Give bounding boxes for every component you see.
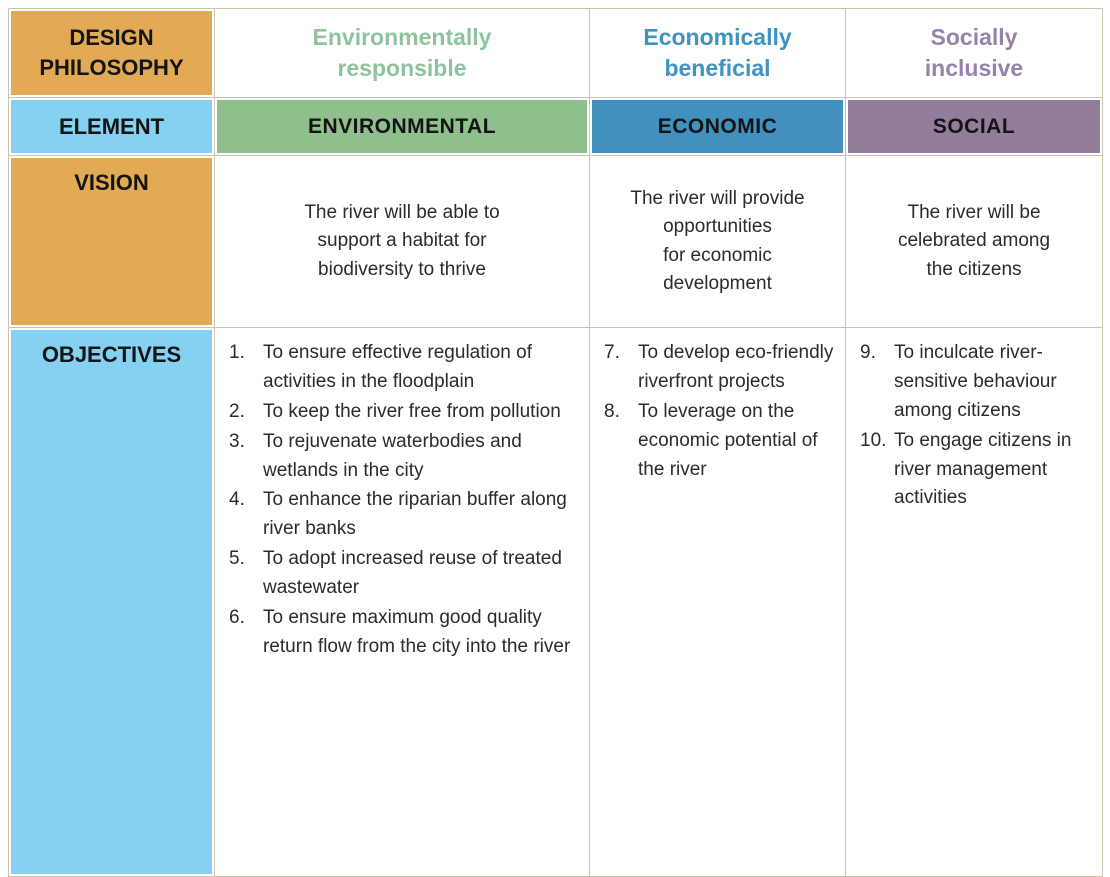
- list-item-number: 3.: [229, 430, 245, 452]
- philosophy-row: DESIGN PHILOSOPHY Environmentally respon…: [8, 8, 1103, 98]
- objectives-social: 9. To inculcate river-sensitive behaviou…: [845, 327, 1103, 877]
- list-item-number: 8.: [604, 400, 620, 422]
- list-item-number: 2.: [229, 400, 245, 422]
- list-item-number: 7.: [604, 342, 620, 363]
- list-item-number: 10.: [860, 429, 887, 451]
- objectives-economic: 7. To develop eco-friendly riverfront pr…: [589, 327, 846, 877]
- element-header: ELEMENT: [8, 97, 215, 156]
- design-philosophy-matrix: DESIGN PHILOSOPHY Environmentally respon…: [8, 8, 1103, 877]
- list-item-text: To leverage on the economic potential of…: [638, 400, 818, 480]
- list-item-number: 6.: [229, 606, 245, 628]
- vision-row: VISION The river will be able to support…: [8, 155, 1103, 328]
- objectives-economic-list: 7. To develop eco-friendly riverfront pr…: [604, 339, 839, 484]
- objectives-header: OBJECTIVES: [8, 327, 215, 877]
- objectives-environmental-list: 1. To ensure effective regulation of act…: [229, 339, 583, 662]
- philosophy-economically-beneficial: Economically beneficial: [589, 8, 846, 98]
- list-item: 7. To develop eco-friendly riverfront pr…: [604, 339, 839, 397]
- list-item: 3. To rejuvenate waterbodies and wetland…: [229, 428, 583, 486]
- list-item-text: To develop eco-friendly riverfront proje…: [638, 342, 834, 392]
- vision-environmental: The river will be able to support a habi…: [214, 155, 590, 328]
- list-item-text: To keep the river free from pollution: [263, 400, 561, 422]
- list-item: 8. To leverage on the economic potential…: [604, 398, 839, 485]
- list-item: 2. To keep the river free from pollution: [229, 398, 583, 427]
- list-item-text: To engage citizens in river management a…: [894, 429, 1072, 509]
- element-environmental: ENVIRONMENTAL: [214, 97, 590, 156]
- design-philosophy-header: DESIGN PHILOSOPHY: [8, 8, 215, 98]
- objectives-social-list: 9. To inculcate river-sensitive behaviou…: [860, 339, 1096, 513]
- list-item-text: To adopt increased reuse of treated wast…: [263, 548, 562, 598]
- list-item: 1. To ensure effective regulation of act…: [229, 339, 583, 397]
- list-item-text: To inculcate river-sensitive behaviour a…: [894, 342, 1057, 421]
- list-item: 5. To adopt increased reuse of treated w…: [229, 545, 583, 603]
- list-item-number: 5.: [229, 548, 245, 570]
- list-item: 6. To ensure maximum good quality return…: [229, 604, 583, 662]
- element-row: ELEMENT ENVIRONMENTAL ECONOMIC SOCIAL: [8, 97, 1103, 156]
- philosophy-socially-inclusive: Socially inclusive: [845, 8, 1103, 98]
- vision-economic: The river will provide opportunities for…: [589, 155, 846, 328]
- vision-header: VISION: [8, 155, 215, 328]
- list-item-text: To ensure maximum good quality return fl…: [263, 606, 571, 657]
- list-item-text: To enhance the riparian buffer along riv…: [263, 489, 567, 540]
- list-item-number: 4.: [229, 489, 245, 511]
- list-item-text: To ensure effective regulation of activi…: [263, 342, 532, 392]
- list-item: 10. To engage citizens in river manageme…: [860, 427, 1096, 514]
- objectives-environmental: 1. To ensure effective regulation of act…: [214, 327, 590, 877]
- vision-social: The river will be celebrated among the c…: [845, 155, 1103, 328]
- list-item: 9. To inculcate river-sensitive behaviou…: [860, 339, 1096, 426]
- list-item: 4. To enhance the riparian buffer along …: [229, 486, 583, 544]
- list-item-text: To rejuvenate waterbodies and wetlands i…: [263, 430, 522, 481]
- list-item-number: 1.: [229, 342, 245, 363]
- list-item-number: 9.: [860, 342, 876, 363]
- element-social: SOCIAL: [845, 97, 1103, 156]
- element-economic: ECONOMIC: [589, 97, 846, 156]
- philosophy-environmentally-responsible: Environmentally responsible: [214, 8, 590, 98]
- objectives-row: OBJECTIVES 1. To ensure effective regula…: [8, 327, 1103, 877]
